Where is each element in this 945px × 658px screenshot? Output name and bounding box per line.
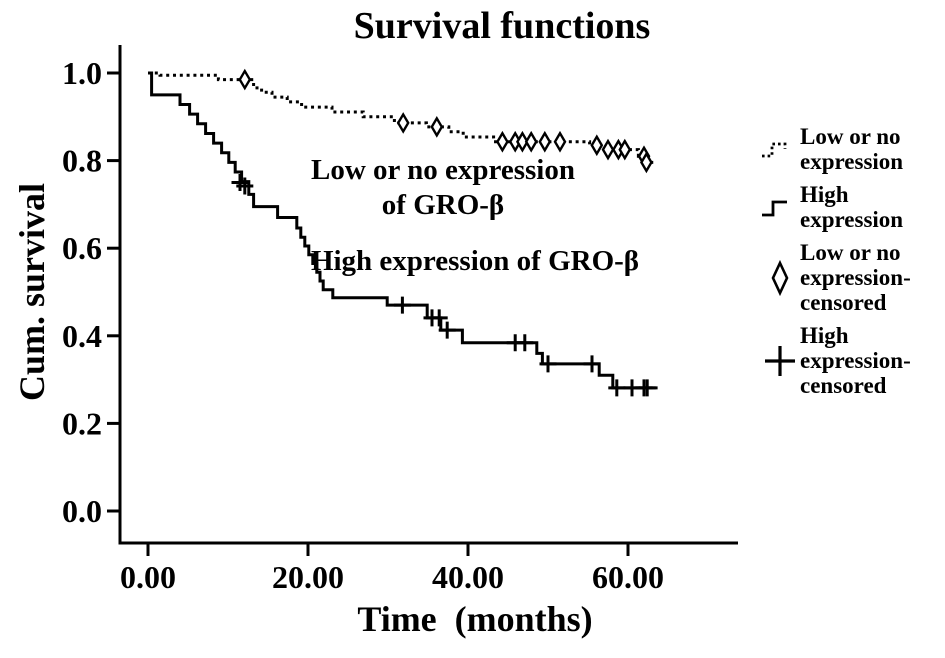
axes-lines (118, 45, 738, 545)
censor-mark-diamond (538, 130, 552, 153)
censor-mark-diamond (238, 68, 252, 91)
legend-item-label: High expression- censored (800, 323, 911, 398)
legend-item-label: High expression (800, 182, 904, 232)
censor-mark-plus (638, 379, 656, 397)
censor-mark-diamond (640, 151, 653, 174)
legend-item-high-expression-censored: High expression- censored (760, 323, 944, 398)
censor-mark-diamond (590, 134, 604, 157)
censor-mark-plus (236, 177, 254, 195)
legend-item-low-expression: Low or no expression (760, 124, 944, 174)
x-tick-label: 60.00 (592, 559, 664, 595)
censor-mark-diamond (430, 116, 444, 138)
censor-mark-plus (608, 379, 626, 397)
open-diamond-icon (760, 259, 800, 297)
censor-mark-diamond (524, 130, 538, 153)
y-tick-label: 0.6 (62, 230, 102, 266)
y-tick-label: 0.4 (62, 318, 102, 354)
censor-mark-plus (438, 321, 456, 339)
legend-item-low-expression-censored: Low or no expression- censored (760, 240, 944, 315)
x-tick-label: 40.00 (432, 559, 504, 595)
censor-mark-diamond (396, 112, 410, 134)
x-axis-label: Time (months) (357, 599, 593, 639)
y-tick-label: 1.0 (62, 55, 102, 91)
x-tick-label: 20.00 (272, 559, 344, 595)
annotation-low-expression: Low or no expression of GRO-β (311, 154, 575, 221)
dotted-step-line-icon (760, 130, 800, 168)
censor-mark-plus (583, 355, 601, 373)
censor-mark-diamond (618, 138, 632, 161)
censor-mark-plus (393, 296, 411, 314)
survival-curve-high-expression (148, 71, 658, 390)
legend: Low or no expression High expression Low… (760, 124, 944, 406)
legend-item-label: Low or no expression- censored (800, 240, 911, 315)
censor-mark-diamond (553, 130, 567, 153)
plus-cross-icon (760, 342, 800, 380)
censor-mark-diamond (601, 138, 615, 161)
legend-item-high-expression: High expression (760, 182, 944, 232)
chart-title: Survival functions (353, 5, 651, 47)
y-tick-label: 0.0 (62, 493, 102, 529)
censor-mark-diamond (516, 130, 529, 153)
y-axis-label: Cum. survival (12, 182, 52, 402)
solid-step-line-icon (760, 188, 800, 226)
legend-item-label: Low or no expression (800, 124, 904, 174)
censor-mark-diamond (496, 130, 509, 153)
censor-mark-plus (539, 355, 557, 373)
censor-mark-plus (430, 309, 448, 327)
y-tick-label: 0.2 (62, 405, 102, 441)
annotation-high-expression: High expression of GRO-β (310, 245, 640, 277)
y-tick-label: 0.8 (62, 143, 102, 179)
x-tick-label: 0.00 (120, 559, 176, 595)
censor-mark-plus (516, 334, 534, 352)
